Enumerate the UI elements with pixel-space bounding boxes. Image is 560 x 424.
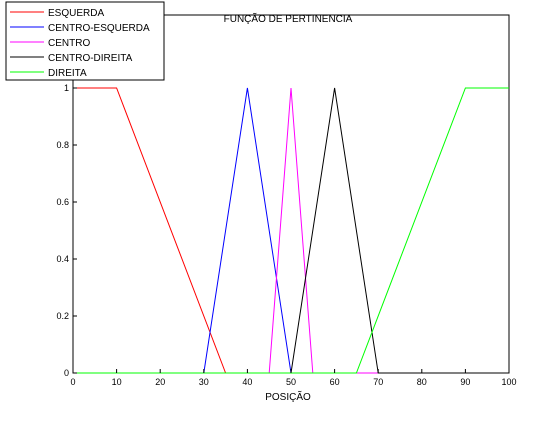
- y-tick-label: 0.2: [56, 311, 69, 321]
- x-axis-label: POSIÇÃO: [265, 390, 311, 403]
- x-tick-label: 80: [417, 377, 427, 387]
- x-tick-label: 60: [330, 377, 340, 387]
- y-tick-label: 0.6: [56, 197, 69, 207]
- legend-label-direita: DIREITA: [48, 68, 87, 79]
- legend-label-esquerda: ESQUERDA: [48, 8, 104, 19]
- axis-layer: 0 10 20 30 40 50 60 70 80 90 100 0 0.2 0.4 0.6 0.8 1: [56, 83, 516, 387]
- x-tick-label: 70: [373, 377, 383, 387]
- x-tick-label: 50: [286, 377, 296, 387]
- x-tick-label: 20: [155, 377, 165, 387]
- x-tick-label: 30: [199, 377, 209, 387]
- x-tick-label: 10: [112, 377, 122, 387]
- legend-label-centro: CENTRO: [48, 38, 90, 49]
- x-tick-label: 90: [460, 377, 470, 387]
- x-tick-label: 40: [242, 377, 252, 387]
- legend: ESQUERDA CENTRO-ESQUERDA CENTRO CENTRO-DIRE…: [5, 1, 165, 81]
- y-tick-label: 0.4: [56, 254, 69, 264]
- y-tick-label: 1: [64, 83, 69, 93]
- legend-box: [5, 1, 165, 81]
- legend-label-centro-direita: CENTRO-DIREITA: [48, 53, 133, 64]
- legend-label-centro-esquerda: CENTRO-ESQUERDA: [48, 23, 150, 34]
- x-tick-label: 100: [501, 377, 516, 387]
- x-tick-label: 0: [70, 377, 75, 387]
- y-tick-label: 0.8: [56, 140, 69, 150]
- chart-title: FUNÇÃO DE PERTINENCIA: [224, 12, 353, 25]
- y-tick-label: 0: [64, 368, 69, 378]
- series-line-direita: [73, 87, 509, 374]
